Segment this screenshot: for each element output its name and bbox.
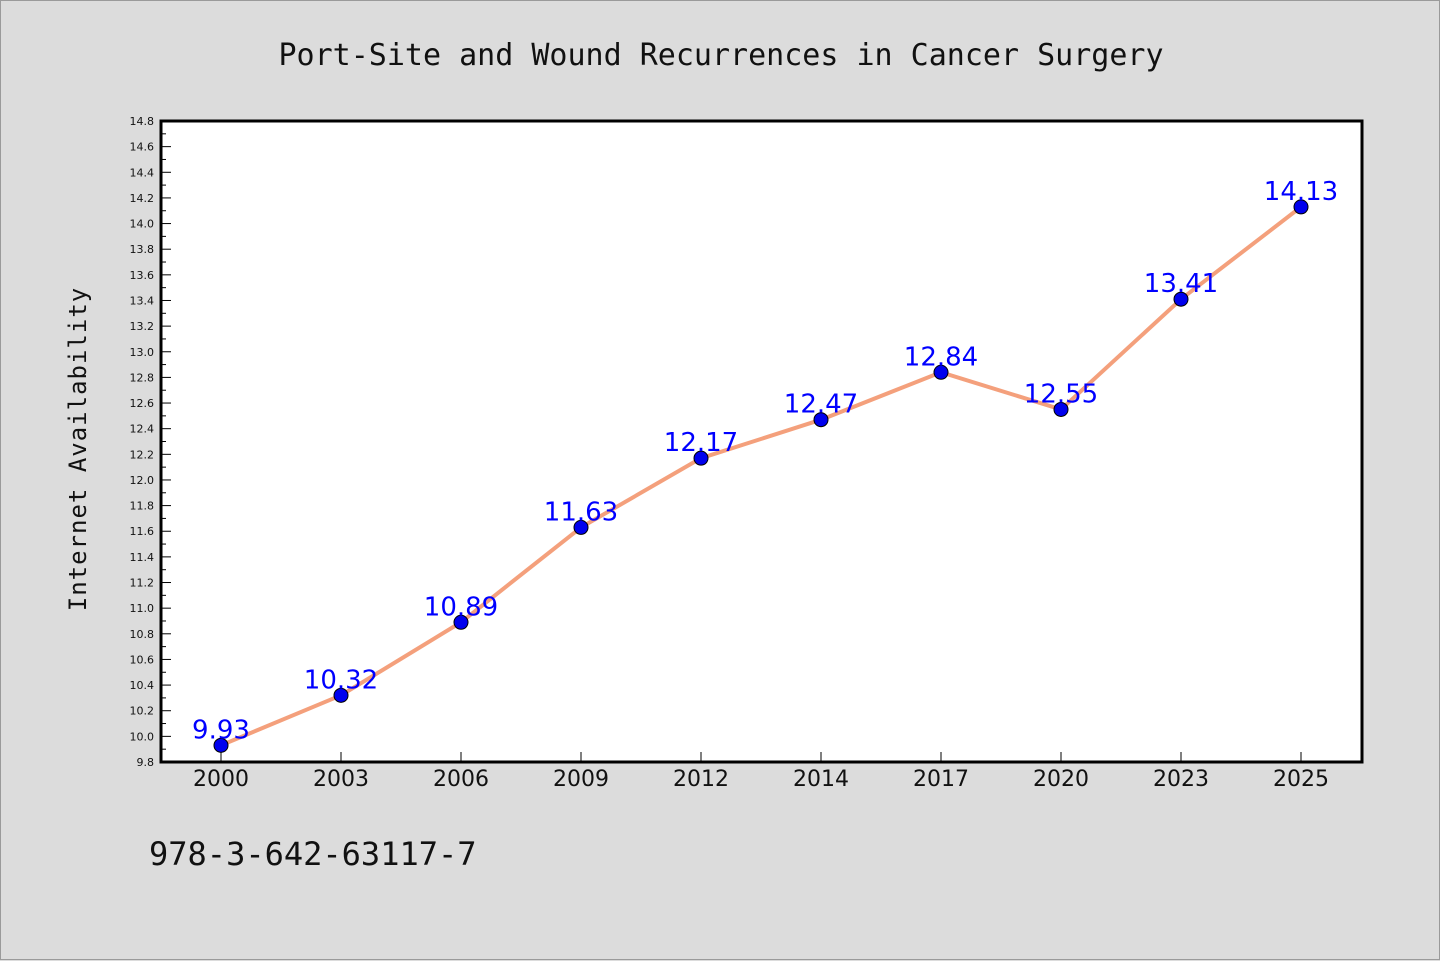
isbn-text: 978-3-642-63117-7 bbox=[149, 835, 477, 873]
x-tick-label: 2006 bbox=[433, 767, 489, 792]
y-tick-label: 13.8 bbox=[130, 243, 155, 256]
y-tick-label: 14.4 bbox=[130, 166, 155, 179]
x-tick-label: 2014 bbox=[793, 767, 849, 792]
data-point bbox=[1173, 291, 1189, 307]
data-label: 11.63 bbox=[544, 497, 618, 527]
data-label: 12.55 bbox=[1024, 379, 1098, 409]
y-tick-label: 10.4 bbox=[130, 679, 155, 692]
y-tick-label: 13.4 bbox=[130, 294, 155, 307]
y-tick-label: 14.2 bbox=[130, 192, 155, 205]
data-label: 12.17 bbox=[664, 428, 738, 458]
y-tick-label: 13.2 bbox=[130, 320, 155, 333]
y-tick-label: 10.6 bbox=[130, 653, 155, 666]
y-axis-label: Internet Availability bbox=[64, 287, 92, 611]
data-label: 9.93 bbox=[192, 715, 250, 745]
y-tick-label: 10.0 bbox=[130, 730, 155, 743]
data-label: 13.41 bbox=[1144, 269, 1218, 299]
y-tick-label: 11.8 bbox=[130, 500, 155, 513]
y-tick-label: 12.0 bbox=[130, 474, 155, 487]
x-tick-label: 2009 bbox=[553, 767, 609, 792]
plot-frame bbox=[159, 119, 1364, 764]
chart-title: Port-Site and Wound Recurrences in Cance… bbox=[278, 38, 1163, 73]
data-label: 10.89 bbox=[424, 592, 498, 622]
x-tick-label: 2017 bbox=[913, 767, 969, 792]
x-tick-label: 2025 bbox=[1273, 767, 1329, 792]
data-point bbox=[573, 519, 589, 535]
y-tick-label: 14.0 bbox=[130, 218, 155, 231]
y-tick-label: 13.0 bbox=[130, 346, 155, 359]
y-axis-ticks: 9.8 10.0 10.2 10.4 10.6 10.8 11.0 11.2 11.4 11.6 1… bbox=[130, 115, 171, 769]
data-point bbox=[1053, 401, 1069, 417]
x-tick-label: 2003 bbox=[313, 767, 369, 792]
y-tick-label: 12.8 bbox=[130, 371, 155, 384]
data-label: 14.13 bbox=[1264, 177, 1338, 207]
series-layer: 9.93 10.32 10.89 11.63 12.17 12.47 12.84 12.55 1… bbox=[192, 177, 1338, 753]
y-tick-label: 14.6 bbox=[130, 141, 155, 154]
y-tick-label: 11.4 bbox=[130, 551, 155, 564]
x-tick-label: 2023 bbox=[1153, 767, 1209, 792]
data-label: 12.47 bbox=[784, 390, 858, 420]
data-point bbox=[813, 412, 829, 428]
x-axis-ticks: 2000 2003 2006 2009 2012 2014 2017 2020 2023 2025 bbox=[193, 752, 1329, 792]
x-tick-label: 2012 bbox=[673, 767, 729, 792]
data-point bbox=[213, 737, 229, 753]
data-point bbox=[453, 614, 469, 630]
data-label: 12.84 bbox=[904, 342, 978, 372]
y-tick-label: 13.6 bbox=[130, 269, 155, 282]
series-line bbox=[219, 204, 1303, 748]
x-tick-label: 2000 bbox=[193, 767, 249, 792]
y-tick-label: 11.2 bbox=[130, 577, 155, 590]
y-tick-label: 9.8 bbox=[137, 756, 155, 769]
y-tick-label: 14.8 bbox=[130, 115, 155, 128]
y-tick-label: 12.2 bbox=[130, 448, 155, 461]
data-point bbox=[1293, 199, 1309, 215]
data-point bbox=[933, 364, 949, 380]
y-tick-label: 10.8 bbox=[130, 628, 155, 641]
y-tick-label: 10.2 bbox=[130, 705, 155, 718]
data-point bbox=[333, 687, 349, 703]
data-label: 10.32 bbox=[304, 665, 378, 695]
y-tick-label: 12.6 bbox=[130, 397, 155, 410]
plot-area bbox=[161, 121, 1362, 762]
data-point bbox=[693, 450, 709, 466]
y-tick-label: 11.6 bbox=[130, 525, 155, 538]
y-tick-label: 11.0 bbox=[130, 602, 155, 615]
y-tick-label: 12.4 bbox=[130, 423, 155, 436]
x-tick-label: 2020 bbox=[1033, 767, 1089, 792]
